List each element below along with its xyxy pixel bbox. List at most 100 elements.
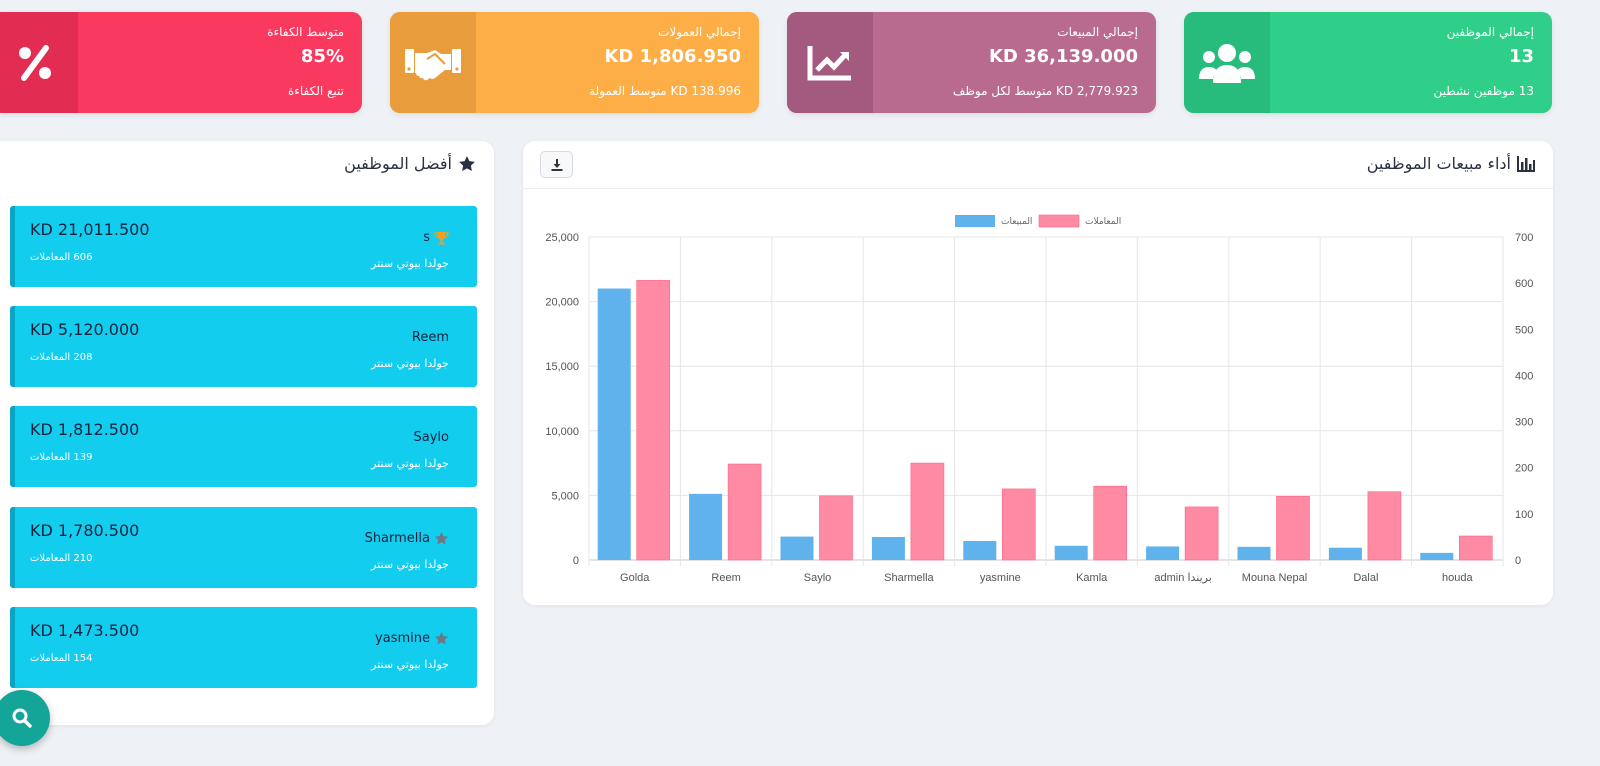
bar-sales [1328,547,1362,560]
bar-transactions [636,280,670,561]
employee-transactions: 154 المعاملات [30,653,93,664]
stat-label: متوسط الكفاءة [267,25,344,39]
bar-transactions [910,462,945,561]
x-tick-label: Sharmella [884,572,934,584]
y-left-tick-label: 20,000 [545,297,579,309]
bar-sales [871,536,905,560]
stat-value: KD 1,806.950 [604,46,741,67]
percent-icon [19,44,51,81]
bar-sales [780,536,814,560]
employee-name: Saylo [414,430,449,445]
download-icon [551,158,562,171]
stat-label: إجمالي المبيعات [1057,25,1138,39]
y-right-tick-label: 0 [1515,555,1521,567]
stat-sub: 13 موظفين نشطين [1433,84,1534,98]
y-right-tick-label: 600 [1515,278,1533,290]
bar-transactions [1184,506,1219,561]
bar-sales [597,288,631,560]
stat-card-employees: إجمالي الموظفين 13 13 موظفين نشطين [1184,12,1552,113]
y-right-tick-label: 500 [1515,324,1533,336]
bar-sales [1054,545,1088,560]
stat-sub: KD 2,779.923 متوسط لكل موظف [952,84,1138,98]
bar-sales [1420,552,1454,560]
employee-branch: جولدا بيوتي سنتر [371,357,449,370]
x-tick-label: Dalal [1353,572,1378,584]
legend-label-transactions: المعاملات [1085,217,1121,227]
bar-sales [1237,546,1271,560]
search-fab-button[interactable] [0,690,50,746]
y-right-tick-label: 100 [1515,509,1533,521]
employee-branch: جولدا بيوتي سنتر [371,658,449,671]
y-right-tick-label: 700 [1515,232,1533,244]
top-employee-card[interactable]: KD 5,120.000 208 المعاملات Reem جولدا بيوتي… [10,306,477,387]
employee-sales-amount: KD 21,011.500 [30,220,150,239]
bar-transactions [1093,485,1128,561]
panel-title-text: أفضل الموظفين [344,154,452,173]
x-tick-label: Mouna Nepal [1242,572,1307,584]
y-right-tick-label: 400 [1515,370,1533,382]
employee-name: yasmine [375,631,449,646]
users-icon [1199,43,1255,83]
stat-card-sales: إجمالي المبيعات KD 36,139.000 KD 2,779.9… [787,12,1156,113]
stat-value: KD 36,139.000 [988,46,1138,67]
panel-title-text: أداء مبيعات الموظفين [1366,154,1511,173]
employee-branch: جولدا بيوتي سنتر [371,257,449,270]
employee-sales-amount: KD 1,812.500 [30,420,140,439]
employee-sales-amount: KD 1,473.500 [30,621,140,640]
top-employee-card[interactable]: KD 21,011.500 606 المعاملات s جولدا بيوتي س… [10,206,477,287]
bar-transactions [1276,496,1310,561]
x-tick-label: Reem [711,572,740,584]
chart-line-icon [807,45,851,80]
x-tick-label: admin بريندا [1154,572,1211,584]
y-left-tick-label: 25,000 [545,232,579,244]
bar-sales [963,540,997,560]
employee-transactions: 606 المعاملات [30,252,93,263]
employee-name-text: Sharmella [364,531,430,546]
top-employee-card[interactable]: KD 1,780.500 210 المعاملات Sharmella جولدا … [10,507,477,588]
search-icon [12,708,32,728]
employee-sales-amount: KD 5,120.000 [30,320,140,339]
x-tick-label: houda [1442,572,1473,584]
star-icon [459,155,475,171]
stat-card-efficiency: متوسط الكفاءة 85% تتبع الكفاءة [0,12,362,113]
bar-transactions [1458,535,1493,561]
stat-sub: KD 138.996 متوسط العمولة [589,84,741,98]
sales-chart-panel: أداء مبيعات الموظفين 0 5,000 10,000 15,000 2… [523,141,1553,605]
stat-card-commissions: إجمالي العمولات KD 1,806.950 KD 138.996 … [390,12,759,113]
bar-transactions [819,495,853,561]
trophy-icon [434,231,449,245]
y-left-tick-label: 10,000 [545,426,579,438]
legend-swatch-transactions [1038,214,1080,228]
employee-transactions: 139 المعاملات [30,452,93,463]
bar-transactions [1367,491,1402,561]
top-employees-title: أفضل الموظفين [344,154,476,173]
stat-value: 85% [300,46,344,67]
star-icon [434,531,449,545]
employee-transactions: 208 المعاملات [30,352,93,363]
bar-transactions [727,463,762,561]
download-button[interactable] [540,151,573,178]
y-right-tick-label: 200 [1515,463,1533,475]
y-left-tick-label: 15,000 [545,361,579,373]
top-employee-card[interactable]: KD 1,473.500 154 المعاملات yasmine جولدا بي… [10,607,477,688]
stat-label: إجمالي الموظفين [1446,25,1534,39]
employee-sales-amount: KD 1,780.500 [30,521,140,540]
top-employees-panel: أفضل الموظفين KD 21,011.500 606 المعاملات… [0,141,494,725]
y-left-tick-label: 5,000 [551,490,579,502]
stat-sub: تتبع الكفاءة [287,84,344,98]
y-right-tick-label: 300 [1515,417,1533,429]
top-employee-card[interactable]: KD 1,812.500 139 المعاملات Saylo جولدا بيوت… [10,406,477,487]
stat-value: 13 [1508,46,1534,67]
handshake-icon [405,48,461,80]
bar-transactions [1001,488,1036,561]
star-icon [434,631,449,645]
employee-name: Sharmella [365,531,449,546]
employee-name: Reem [412,330,449,345]
sales-bar-chart: 0 5,000 10,000 15,000 20,000 25,000 0 100 200 300… [545,214,1533,584]
x-tick-label: Saylo [804,572,832,584]
legend-swatch-sales [955,215,995,227]
employee-branch: جولدا بيوتي سنتر [371,457,449,470]
bar-sales [689,493,723,560]
y-left-tick-label: 0 [573,555,579,567]
bar-sales [1146,546,1180,560]
